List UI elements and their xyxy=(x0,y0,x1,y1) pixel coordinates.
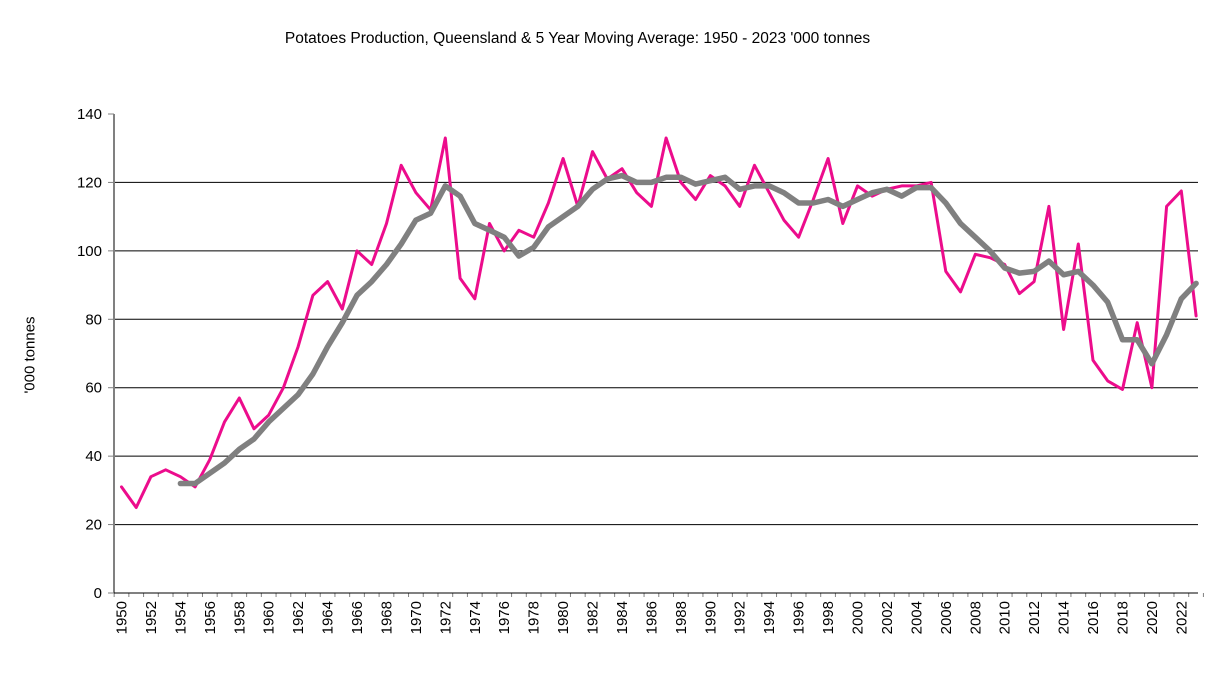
x-tick-label: 1990 xyxy=(702,601,719,634)
x-tick-label: 1958 xyxy=(231,601,248,634)
x-tick-label: 2010 xyxy=(997,601,1014,634)
x-tick-label: 2020 xyxy=(1144,601,1161,634)
series-group xyxy=(120,136,1199,509)
x-tick-label: 1950 xyxy=(114,601,131,634)
x-tick-label: 1996 xyxy=(791,601,808,634)
x-tick-label: 1970 xyxy=(408,601,425,634)
x-tick-label: 1968 xyxy=(378,601,395,634)
x-tick-label: 1994 xyxy=(761,601,778,634)
x-tick-label: 2012 xyxy=(1026,601,1043,634)
production-line xyxy=(120,136,1198,509)
x-axis-ticks: 1950 1952 1954 1956 1958 1960 1962 1964 1966 1968… xyxy=(114,593,1204,634)
x-tick-label: 2002 xyxy=(879,601,896,634)
y-tick-label: 80 xyxy=(85,311,102,328)
x-tick-label: 2000 xyxy=(850,601,867,634)
x-tick-label: 2004 xyxy=(908,601,925,634)
y-tick-label: 120 xyxy=(77,174,102,191)
x-tick-label: 1986 xyxy=(643,601,660,634)
x-tick-label: 1960 xyxy=(261,601,278,634)
x-tick-label: 1984 xyxy=(614,601,631,634)
x-tick-label: 1966 xyxy=(349,601,366,634)
y-tick-label: 60 xyxy=(85,380,102,397)
x-tick-label: 2006 xyxy=(938,601,955,634)
x-tick-label: 1978 xyxy=(526,601,543,634)
x-tick-label: 1954 xyxy=(172,601,189,634)
chart-title: Potatoes Production, Queensland & 5 Year… xyxy=(284,30,871,47)
gridlines xyxy=(114,181,1198,526)
y-axis-ticks: 0 20 40 60 80 100 120 140 xyxy=(77,106,114,602)
y-tick-label: 20 xyxy=(85,517,102,534)
y-tick-label: 140 xyxy=(77,106,102,123)
x-tick-label: 1974 xyxy=(467,601,484,634)
x-tick-label: 1956 xyxy=(202,601,219,634)
x-tick-label: 2014 xyxy=(1056,601,1073,634)
x-tick-label: 1964 xyxy=(320,601,337,634)
x-tick-label: 2018 xyxy=(1114,601,1131,634)
x-tick-label: 1952 xyxy=(143,601,160,634)
y-tick-label: 100 xyxy=(77,243,102,260)
x-tick-label: 1988 xyxy=(673,601,690,634)
y-tick-label: 40 xyxy=(85,448,102,465)
x-tick-label: 1962 xyxy=(290,601,307,634)
x-tick-label: 1980 xyxy=(555,601,572,634)
x-tick-label: 1998 xyxy=(820,601,837,634)
x-tick-label: 2016 xyxy=(1085,601,1102,634)
moving-average-line xyxy=(177,172,1199,487)
x-tick-label: 1992 xyxy=(732,601,749,634)
x-tick-label: 1976 xyxy=(496,601,513,634)
x-tick-label: 1982 xyxy=(585,601,602,634)
x-tick-label: 2008 xyxy=(967,601,984,634)
y-tick-label: 0 xyxy=(94,585,102,602)
x-tick-label: 2022 xyxy=(1173,601,1190,634)
x-tick-label: 1972 xyxy=(437,601,454,634)
